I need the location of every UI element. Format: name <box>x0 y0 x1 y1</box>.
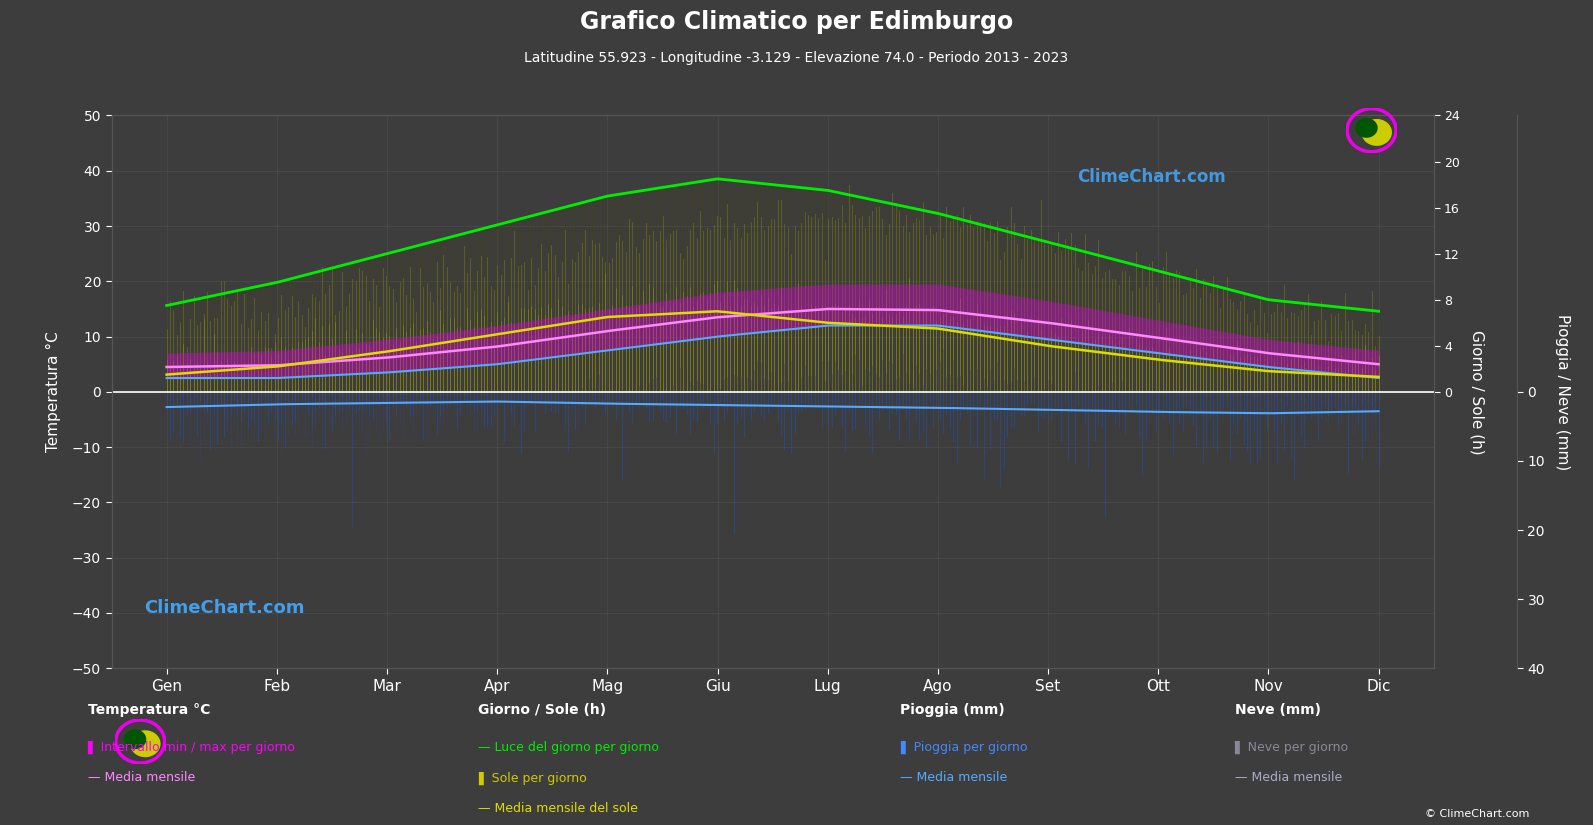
Text: — Media mensile: — Media mensile <box>900 771 1007 785</box>
Text: ▌ Neve per giorno: ▌ Neve per giorno <box>1235 741 1349 754</box>
Circle shape <box>131 730 161 757</box>
Text: — Luce del giorno per giorno: — Luce del giorno per giorno <box>478 741 660 754</box>
Text: — Media mensile: — Media mensile <box>1235 771 1341 785</box>
Text: ClimeChart.com: ClimeChart.com <box>145 599 306 617</box>
Y-axis label: Temperatura °C: Temperatura °C <box>46 332 61 452</box>
Text: — Media mensile: — Media mensile <box>88 771 194 785</box>
Text: Temperatura °C: Temperatura °C <box>88 703 210 717</box>
Circle shape <box>124 729 147 749</box>
Text: ▌ Intervallo min / max per giorno: ▌ Intervallo min / max per giorno <box>88 741 295 754</box>
Text: Grafico Climatico per Edimburgo: Grafico Climatico per Edimburgo <box>580 10 1013 34</box>
Text: ▌ Sole per giorno: ▌ Sole per giorno <box>478 771 586 785</box>
Text: ▌ Pioggia per giorno: ▌ Pioggia per giorno <box>900 741 1027 754</box>
Text: Latitudine 55.923 - Longitudine -3.129 - Elevazione 74.0 - Periodo 2013 - 2023: Latitudine 55.923 - Longitudine -3.129 -… <box>524 51 1069 65</box>
Text: Giorno / Sole (h): Giorno / Sole (h) <box>478 703 605 717</box>
Text: — Media mensile del sole: — Media mensile del sole <box>478 802 637 815</box>
Y-axis label: Giorno / Sole (h): Giorno / Sole (h) <box>1470 329 1485 455</box>
Text: Neve (mm): Neve (mm) <box>1235 703 1321 717</box>
Text: © ClimeChart.com: © ClimeChart.com <box>1424 808 1529 818</box>
Text: Pioggia (mm): Pioggia (mm) <box>900 703 1005 717</box>
Circle shape <box>1356 118 1378 138</box>
Text: ClimeChart.com: ClimeChart.com <box>1077 167 1225 186</box>
Y-axis label: Pioggia / Neve (mm): Pioggia / Neve (mm) <box>1555 314 1571 470</box>
Circle shape <box>1362 119 1392 146</box>
